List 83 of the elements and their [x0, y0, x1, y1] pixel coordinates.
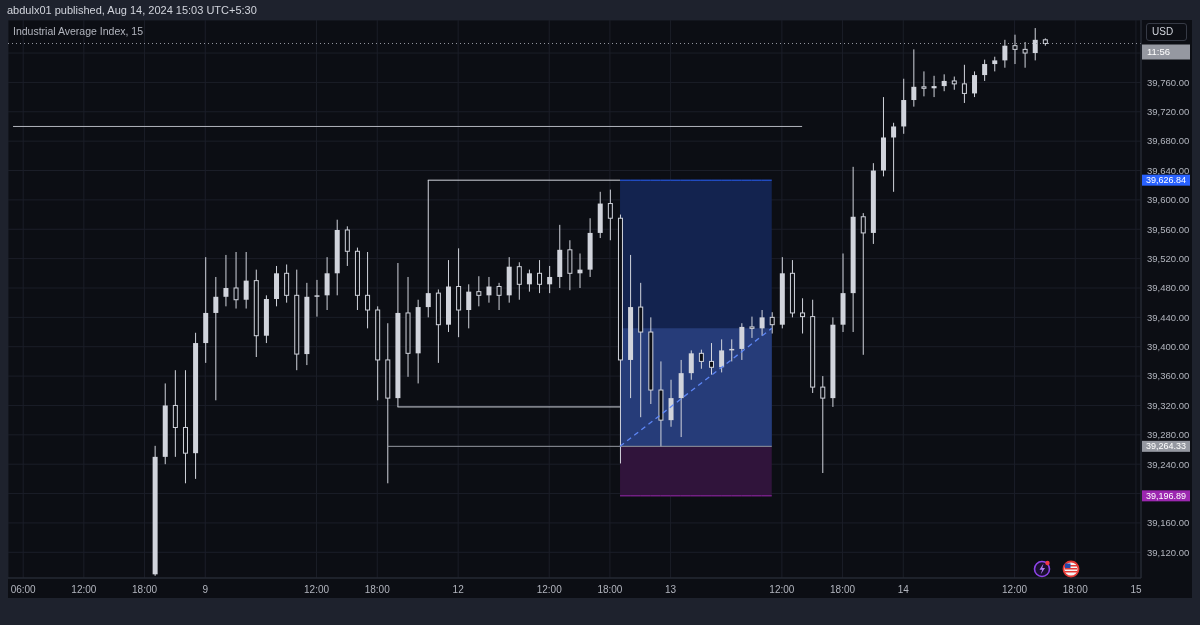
candlestick [233, 251, 239, 310]
y-tick-label: 39,480.00 [1147, 282, 1190, 294]
text: 39,626.84 [1146, 175, 1187, 186]
y-tick-label: 39,600.00 [1147, 194, 1190, 206]
y-tick-label: 39,160.00 [1147, 517, 1190, 529]
candlestick [476, 275, 482, 307]
y-tick-label: 39,720.00 [1147, 106, 1190, 118]
candlestick [1012, 34, 1018, 65]
candlestick [567, 239, 573, 291]
x-tick-label: 12:00 [536, 584, 563, 596]
x-tick-label: 15 [1130, 584, 1142, 596]
candlestick [526, 269, 532, 293]
x-tick-label: 18:00 [364, 584, 391, 596]
text: abdulx01 published, Aug 14, 2024 15:03 UTC+5:30 [7, 4, 257, 16]
candlestick [486, 276, 492, 304]
candlestick [516, 261, 522, 301]
candlestick [911, 48, 917, 108]
text: 11:56 [1147, 46, 1171, 58]
candlestick [739, 322, 745, 361]
y-tick-label: 39,320.00 [1147, 399, 1190, 411]
candlestick [496, 282, 502, 311]
x-tick-label: 12:00 [1002, 584, 1028, 596]
candlestick [1032, 27, 1038, 61]
candlestick [547, 265, 553, 294]
candlestick [466, 283, 472, 329]
text: 39,196.89 [1146, 491, 1187, 501]
candlestick [1022, 41, 1028, 69]
x-tick-label: 18:00 [1062, 584, 1089, 596]
candlestick [759, 309, 765, 337]
y-tick-label: 39,520.00 [1147, 252, 1190, 264]
candlestick [982, 59, 988, 82]
candlestick [213, 276, 219, 401]
x-tick-label: 18:00 [597, 584, 623, 596]
candlestick [860, 212, 866, 356]
text: 39,264.33 [1146, 441, 1187, 452]
candlestick [607, 189, 613, 241]
text: Industrial Average Index, 15 [13, 25, 143, 37]
candlestick [972, 70, 978, 98]
x-tick-label: 12 [452, 584, 465, 596]
candlestick [769, 311, 775, 335]
x-tick-label: 12:00 [304, 584, 330, 596]
y-tick-label: 39,680.00 [1147, 135, 1190, 147]
candlestick [891, 122, 897, 193]
candlestick [749, 316, 755, 339]
x-tick-label: 12:00 [71, 584, 97, 596]
candlestick [344, 225, 350, 267]
candlestick [820, 375, 826, 474]
candlestick [324, 256, 330, 311]
x-tick-label: 9 [202, 584, 209, 596]
candlestick [961, 64, 967, 104]
x-tick-label: 18:00 [132, 584, 158, 596]
candlestick [931, 75, 937, 98]
candlestick [456, 247, 462, 338]
x-tick-label: 18:00 [830, 584, 856, 596]
y-tick-label: 39,400.00 [1147, 341, 1190, 353]
x-tick-label: 13 [665, 584, 677, 596]
candlestick [698, 349, 704, 370]
x-tick-label: 12:00 [769, 584, 795, 596]
y-tick-label: 39,240.00 [1147, 458, 1190, 470]
y-tick-label: 39,360.00 [1147, 370, 1190, 382]
y-tick-label: 39,440.00 [1147, 311, 1190, 323]
candlestick [223, 254, 229, 307]
candlestick [921, 70, 927, 97]
candlestick [537, 259, 543, 294]
x-tick-label: 06:00 [10, 584, 37, 596]
candlestick [709, 342, 715, 376]
y-tick-label: 39,640.00 [1147, 164, 1190, 176]
candlestick [800, 297, 806, 335]
candlestick [314, 279, 320, 318]
y-tick-label: 39,560.00 [1147, 223, 1190, 235]
x-tick-label: 14 [897, 584, 910, 596]
candlestick [719, 338, 725, 373]
y-tick-label: 39,760.00 [1147, 76, 1190, 88]
candlestick [172, 369, 178, 458]
y-tick-label: 39,120.00 [1147, 546, 1190, 558]
candlestick [688, 349, 694, 381]
candlestick [365, 251, 371, 329]
candlestick [668, 379, 674, 428]
candlestick [284, 263, 290, 304]
y-axis-title: USD [1146, 23, 1187, 41]
candlestick [243, 251, 249, 310]
y-tick-label: 39,280.00 [1147, 429, 1190, 441]
candlestick [1002, 39, 1008, 69]
